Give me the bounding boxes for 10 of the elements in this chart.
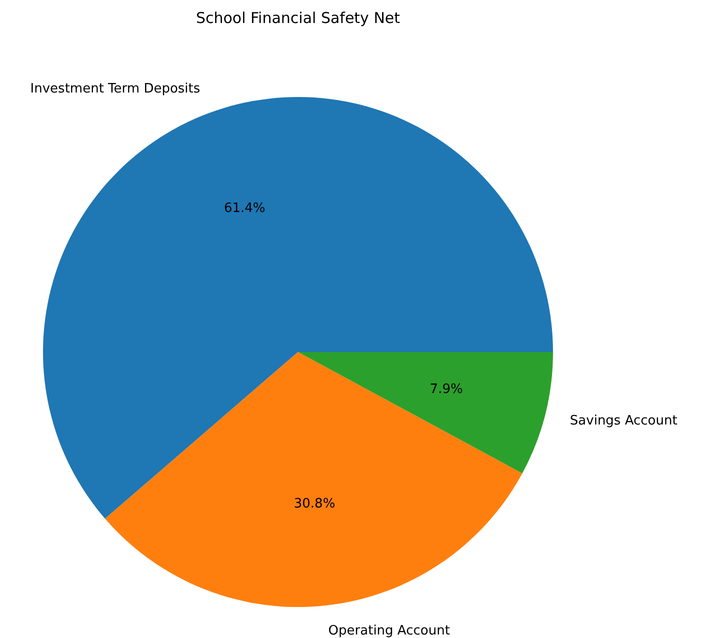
- slice-label: Savings Account: [570, 413, 678, 428]
- data-label: 30.8%: [294, 496, 336, 512]
- data-label: 61.4%: [224, 201, 266, 216]
- data-label: 7.9%: [430, 382, 463, 398]
- pie-slice: [43, 97, 553, 519]
- pie-slice: [105, 352, 522, 607]
- pie-slice: [298, 352, 553, 474]
- chart-title: School Financial Safety Net: [196, 9, 400, 27]
- slice-label: Operating Account: [328, 623, 450, 638]
- slice-label: Investment Term Deposits: [30, 82, 200, 97]
